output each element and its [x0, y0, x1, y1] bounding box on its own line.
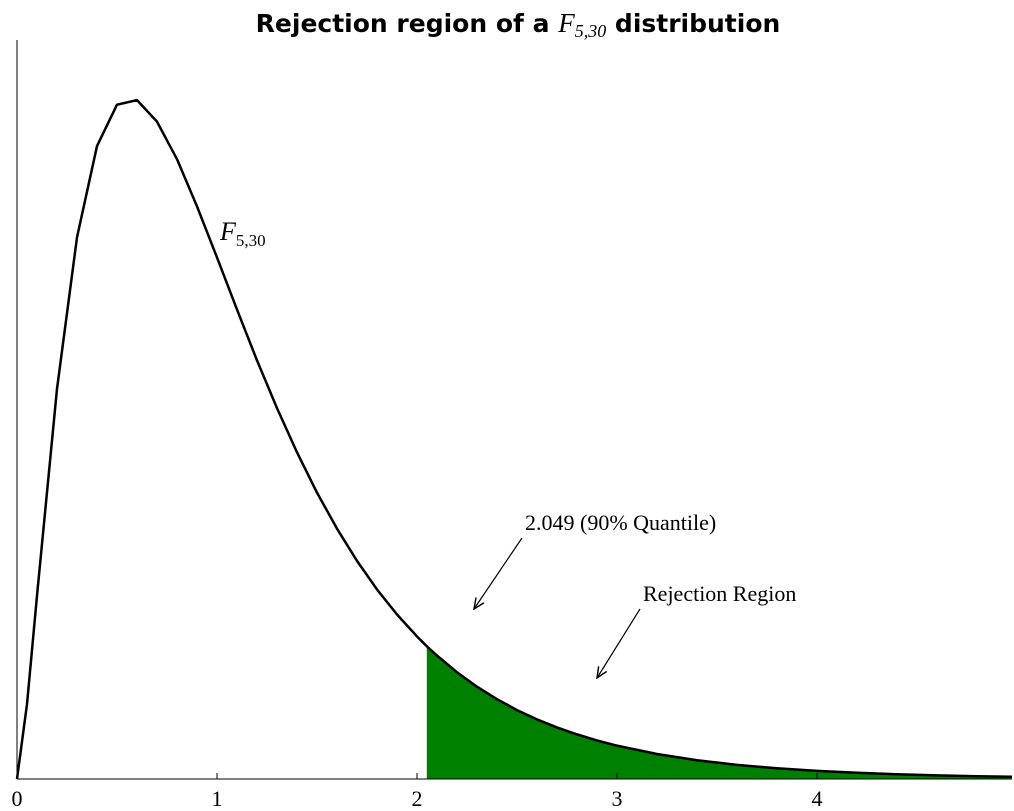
x-tick-label: 2: [412, 786, 423, 811]
x-tick-label: 1: [212, 786, 223, 811]
quantile-annotation: 2.049 (90% Quantile): [525, 510, 716, 535]
rejection-area: [426, 646, 1012, 779]
curve-label: F5,30: [219, 217, 266, 250]
density-curve: [15, 98, 1013, 780]
region-annotation: Rejection Region: [643, 581, 796, 606]
arrow: [597, 608, 641, 678]
x-tick-label: 3: [612, 786, 623, 811]
chart-title: Rejection region of a F5,30 distribution: [256, 8, 781, 41]
x-tick-label: 4: [812, 786, 823, 811]
x-tick-label: 0: [12, 786, 23, 811]
arrow: [474, 537, 523, 609]
